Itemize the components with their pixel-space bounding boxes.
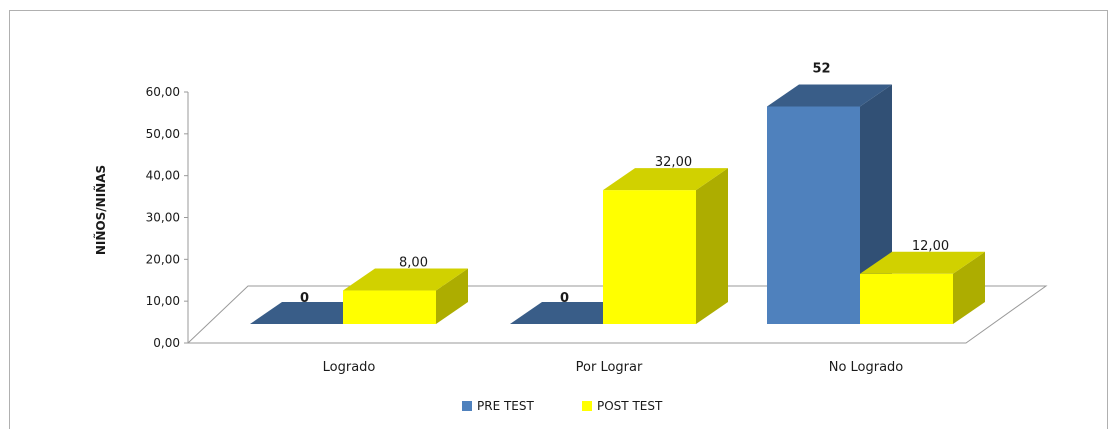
bar (603, 168, 728, 324)
bar-front (603, 190, 696, 324)
x-tick-label: Logrado (323, 360, 376, 375)
bar-top (603, 168, 728, 191)
y-tick-label: 0,00 (153, 336, 180, 350)
labels: 0 8,00 0 32,00 52 12,00 (300, 61, 949, 306)
y-tick-label: 10,00 (146, 294, 180, 308)
y-axis-label: NIÑOS/NIÑAS (93, 165, 108, 255)
bar (860, 251, 985, 324)
axes: 0,00 10,00 20,00 30,00 40,00 50,00 60,00 Lograd… (146, 85, 1048, 375)
legend: PRE TEST POST TEST (462, 399, 663, 413)
y-tick-label: 20,00 (146, 252, 180, 266)
floor-plane (186, 285, 1048, 344)
legend-label: POST TEST (597, 399, 663, 413)
bar (767, 84, 892, 324)
data-label: 0 (560, 291, 569, 306)
chart-frame (9, 10, 1108, 429)
bar-side (953, 251, 985, 324)
bar (343, 268, 468, 324)
y-tick-label: 40,00 (146, 169, 180, 183)
bar-front (860, 273, 953, 324)
bars (250, 84, 985, 324)
data-label: 12,00 (912, 239, 949, 254)
bar-top (767, 84, 892, 107)
legend-swatch (582, 401, 592, 411)
y-tick-label: 50,00 (146, 127, 180, 141)
data-label: 52 (812, 61, 830, 76)
data-label: 32,00 (655, 155, 692, 170)
x-tick-label: No Logrado (829, 360, 904, 375)
bar-top (343, 268, 468, 291)
legend-label: PRE TEST (477, 399, 535, 413)
bar-front (767, 106, 860, 324)
data-label: 0 (300, 291, 309, 306)
x-tick-label: Por Lograr (576, 360, 643, 375)
legend-swatch (462, 401, 472, 411)
bar-side (436, 268, 468, 324)
y-tick-label: 30,00 (146, 211, 180, 225)
bar-top (860, 251, 985, 274)
y-tick-label: 60,00 (146, 85, 180, 99)
data-label: 8,00 (399, 256, 428, 271)
bar-side (696, 168, 728, 324)
bar-front (343, 290, 436, 324)
